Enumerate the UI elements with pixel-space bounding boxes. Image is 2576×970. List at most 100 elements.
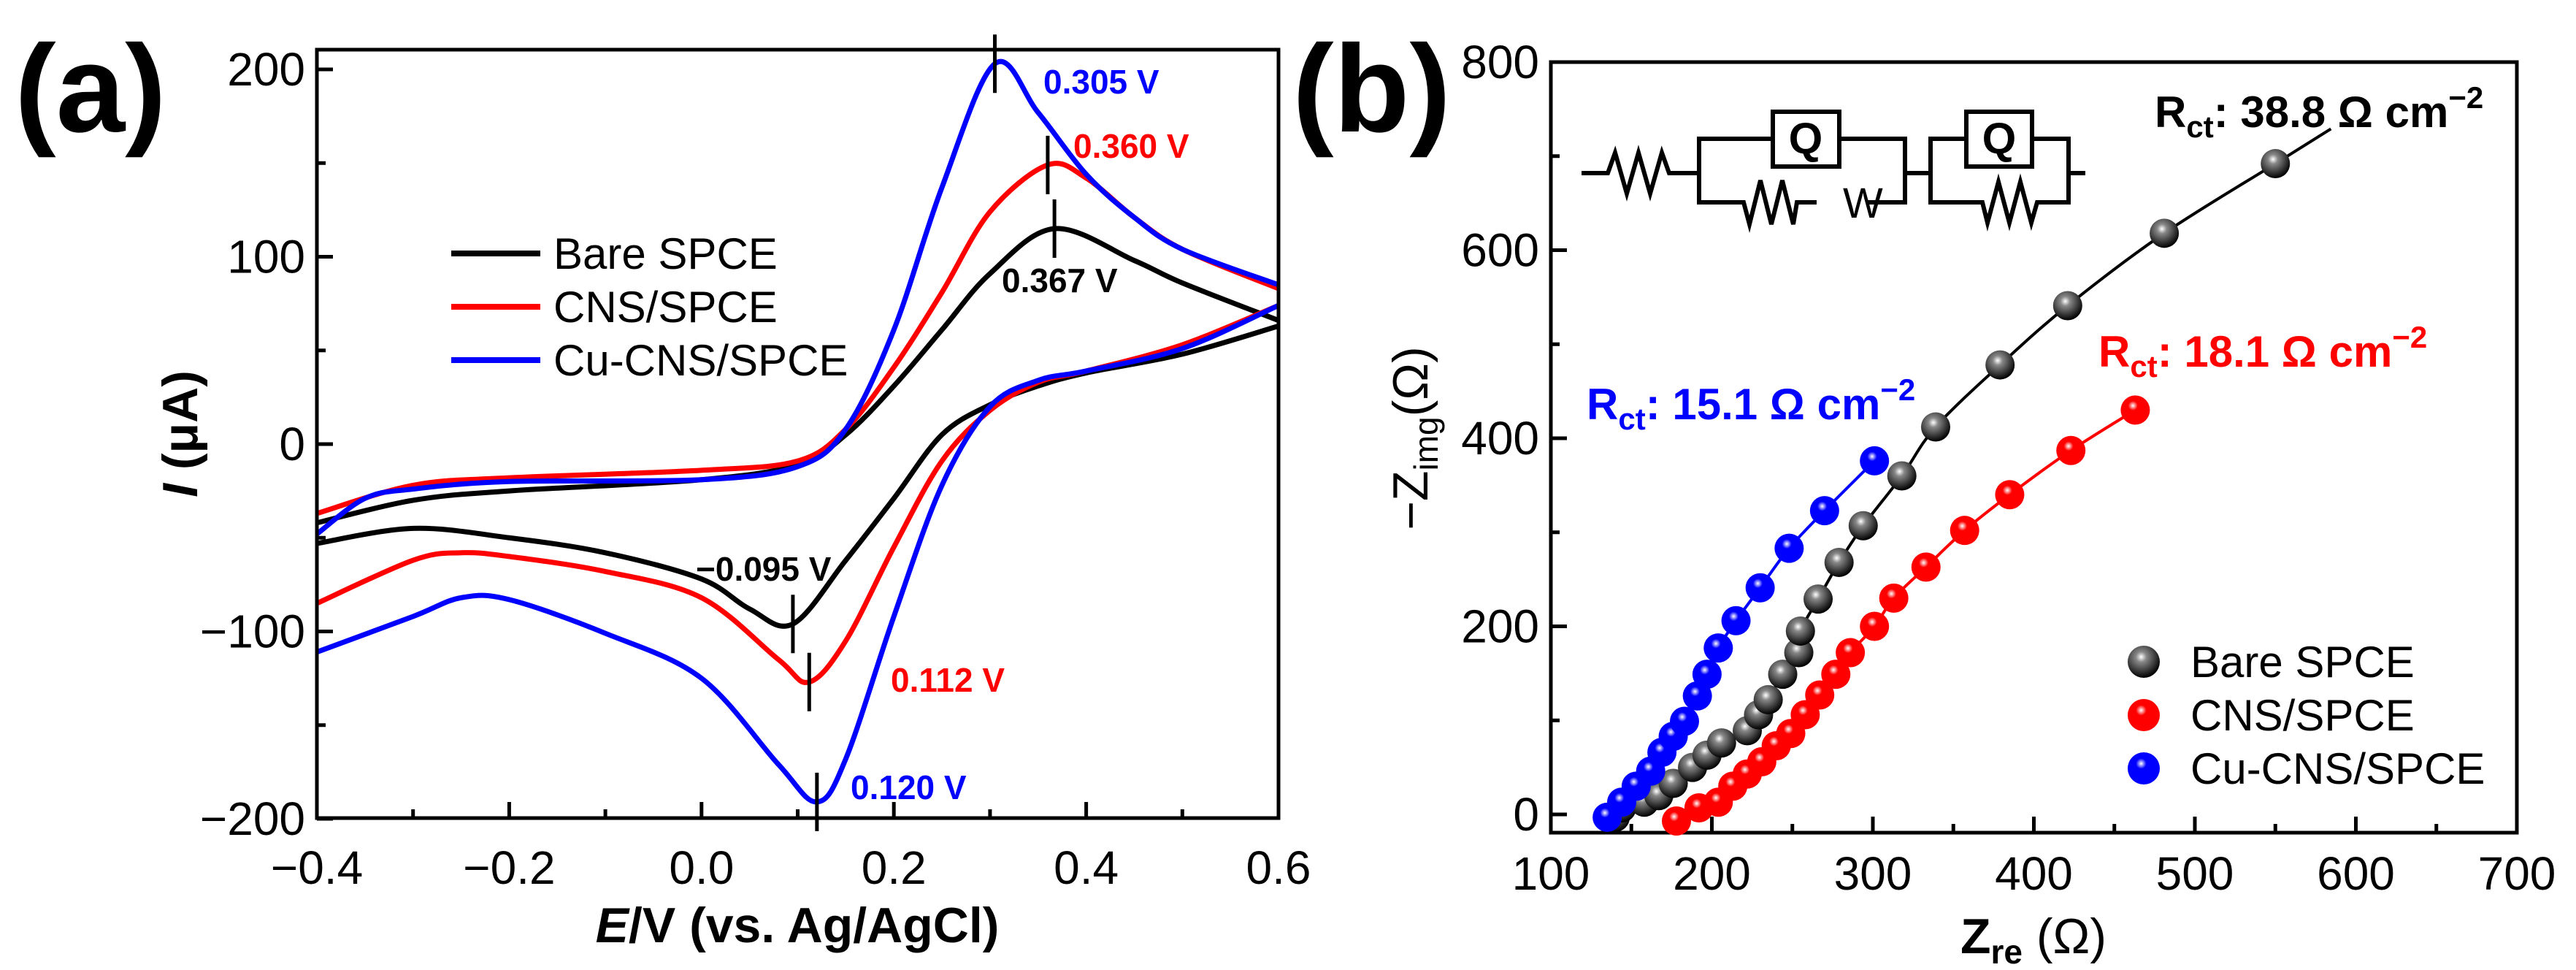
- data-point: [1661, 806, 1691, 836]
- cv-axes: −0.4 −0.2 0.0 0.2 0.4 0.6 −200 −100 0 100 200: [200, 43, 1311, 894]
- data-point: [1753, 684, 1783, 714]
- rct-symbol: R: [2098, 327, 2130, 376]
- x-tick-label: −0.4: [271, 841, 363, 894]
- legend-marker: [2128, 646, 2160, 678]
- cv-y-axis-title: I (μA): [153, 370, 208, 497]
- data-point: [1703, 633, 1733, 663]
- circuit-q1: Q: [1789, 114, 1823, 163]
- data-point: [1879, 583, 1909, 613]
- legend-marker: [2128, 699, 2160, 731]
- cv-curve-bare-spce: [316, 226, 1280, 526]
- data-point: [1824, 547, 1854, 577]
- x-tick-label: 100: [1512, 847, 1590, 900]
- y-tick-label: 100: [227, 231, 305, 283]
- rct-label: Rct: 38.8 Ω cm−2: [2155, 80, 2483, 144]
- eis-y-axis-title: −Zimg(Ω): [1383, 346, 1445, 530]
- y-tick-label: 200: [227, 43, 305, 96]
- data-point: [1995, 480, 2025, 510]
- data-point: [1848, 511, 1878, 541]
- cv-peak-annotations: 0.367 V −0.095 V 0.360 V 0.112 V 0.305 V 0.12…: [696, 34, 1189, 831]
- eis-points: [1592, 149, 2291, 836]
- data-point: [1784, 638, 1814, 668]
- cv-x-axis-title: E/V (vs. Ag/AgCl): [596, 898, 1000, 953]
- cv-chart: −0.4 −0.2 0.0 0.2 0.4 0.6 −200 −100 0 100 200 Bare…: [153, 34, 1311, 953]
- x-tick-label: 0.0: [669, 841, 734, 894]
- data-point: [1809, 496, 1839, 526]
- x-tick-label: 500: [2156, 847, 2234, 900]
- legend-label: Bare SPCE: [2190, 638, 2415, 687]
- panel-label-a: (a): [15, 20, 166, 159]
- data-point: [1803, 584, 1833, 614]
- y-tick-label: −200: [200, 793, 305, 845]
- rct-superscript: −2: [2448, 80, 2483, 115]
- eis-chart: 100 200 300 400 500 600 700 0 200 400 600 800 Q Q W…: [1383, 36, 2556, 970]
- y-tick-label: 0: [279, 418, 305, 470]
- y-tick-label: 400: [1461, 412, 1539, 465]
- data-point: [2052, 291, 2082, 321]
- data-point: [1920, 412, 1950, 442]
- legend-label: Bare SPCE: [553, 229, 778, 278]
- data-point: [1887, 461, 1917, 491]
- data-point: [1836, 638, 1866, 668]
- data-point: [2261, 149, 2291, 179]
- data-point: [1985, 350, 2015, 380]
- data-point: [1950, 516, 1979, 546]
- rct-value: : 15.1 Ω cm: [1646, 380, 1881, 429]
- rct-subscript: ct: [2130, 349, 2157, 383]
- rct-label: Rct: 18.1 Ω cm−2: [2098, 320, 2427, 383]
- y-tick-label: 600: [1461, 224, 1539, 277]
- data-point: [1745, 573, 1775, 603]
- rct-subscript: ct: [2186, 110, 2213, 144]
- rct-label: Rct: 15.1 Ω cm−2: [1587, 373, 1915, 436]
- eis-axes: 100 200 300 400 500 600 700 0 200 400 600 800: [1461, 36, 2556, 900]
- x-tick-label: 0.4: [1054, 841, 1119, 894]
- data-point: [1785, 616, 1815, 646]
- x-tick-label: 700: [2478, 847, 2556, 900]
- rct-symbol: R: [2155, 88, 2186, 137]
- data-point: [1774, 533, 1804, 563]
- data-point: [1768, 660, 1798, 690]
- x-tick-label: 600: [2317, 847, 2395, 900]
- circuit-w: W: [1843, 180, 1883, 227]
- data-point: [1860, 446, 1890, 476]
- peak-label: 0.112 V: [891, 661, 1005, 699]
- legend-label: CNS/SPCE: [553, 283, 778, 332]
- peak-label: 0.360 V: [1073, 127, 1189, 165]
- data-point: [1706, 728, 1736, 758]
- data-point: [2150, 218, 2180, 248]
- rct-superscript: −2: [1880, 373, 1915, 407]
- equivalent-circuit: Q Q W: [1582, 110, 2085, 233]
- data-point: [1805, 680, 1835, 710]
- cv-curves: [315, 59, 1280, 805]
- x-tick-label: 0.2: [862, 841, 927, 894]
- data-point: [1658, 768, 1688, 798]
- data-point: [1860, 611, 1890, 641]
- rct-value: : 18.1 Ω cm: [2158, 327, 2393, 376]
- x-tick-label: 0.6: [1246, 841, 1311, 894]
- panel-label-b: (b): [1292, 20, 1451, 159]
- circuit-q2: Q: [1982, 114, 2017, 163]
- x-tick-label: 300: [1834, 847, 1912, 900]
- rct-subscript: ct: [1618, 402, 1645, 436]
- data-point: [2120, 395, 2150, 425]
- peak-label: 0.367 V: [1002, 261, 1118, 299]
- data-point: [2056, 435, 2086, 465]
- cv-curve-reverse: [315, 302, 1280, 805]
- data-point: [1911, 552, 1941, 582]
- y-tick-label: −100: [200, 606, 305, 658]
- data-point: [1821, 660, 1851, 690]
- peak-label: 0.120 V: [851, 768, 967, 806]
- data-point: [1721, 606, 1751, 635]
- y-tick-label: 800: [1461, 36, 1539, 88]
- rct-symbol: R: [1587, 380, 1618, 429]
- rct-superscript: −2: [2392, 320, 2427, 354]
- peak-label: −0.095 V: [696, 550, 832, 588]
- cv-curve-cu-cns-spce: [315, 59, 1280, 536]
- x-tick-label: −0.2: [463, 841, 555, 894]
- peak-label: 0.305 V: [1043, 63, 1159, 101]
- y-tick-label: 0: [1513, 788, 1539, 841]
- legend-label: Cu-CNS/SPCE: [553, 336, 848, 385]
